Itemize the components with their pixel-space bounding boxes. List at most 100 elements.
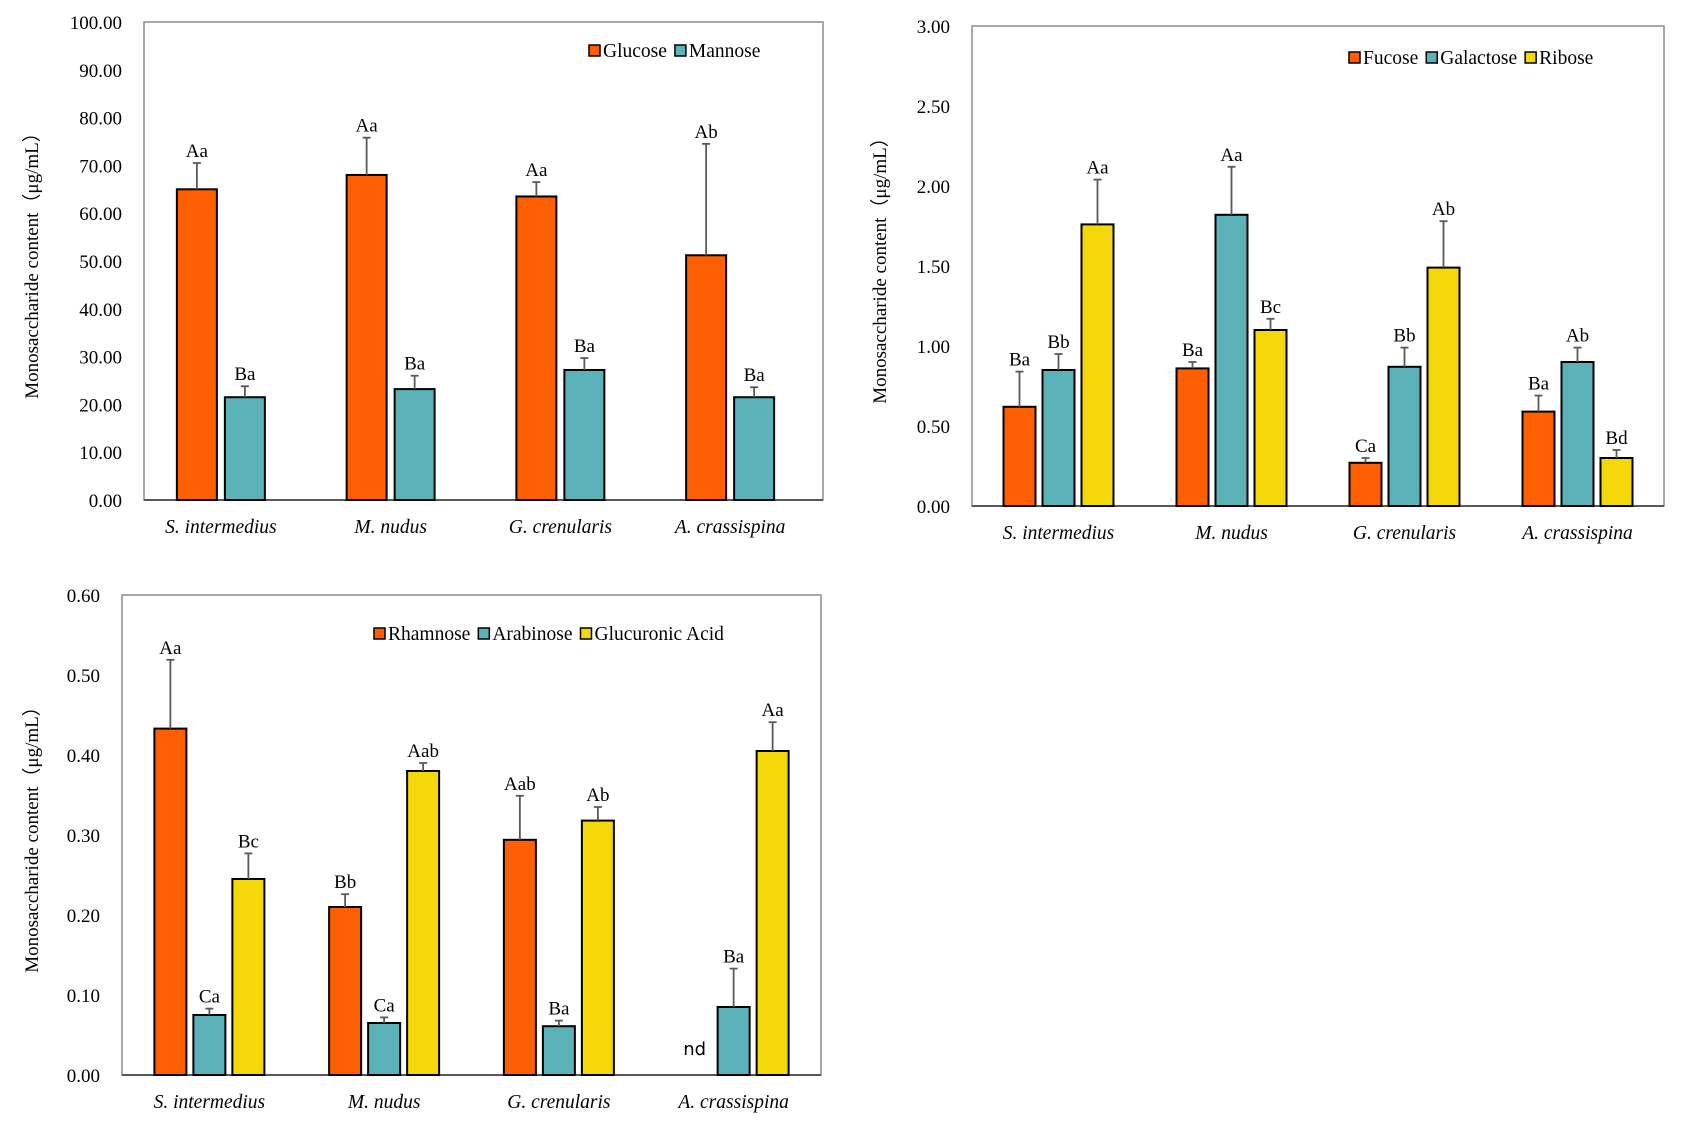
bar bbox=[1175, 367, 1210, 507]
legend-label: Glucuronic Acid bbox=[594, 624, 724, 645]
legend-swatch bbox=[1524, 51, 1537, 64]
x-tick-label: S. intermedius bbox=[154, 1092, 266, 1113]
legend-swatch bbox=[1348, 51, 1361, 64]
significance-label: Ba bbox=[1528, 374, 1550, 395]
bar bbox=[175, 188, 218, 502]
bar bbox=[1426, 266, 1461, 507]
significance-label: Ba bbox=[548, 999, 570, 1020]
significance-label: Aa bbox=[356, 116, 379, 137]
x-tick-label: M. nudus bbox=[353, 517, 427, 538]
x-tick-label: A. crassispina bbox=[673, 517, 786, 538]
bar bbox=[580, 819, 615, 1076]
x-tick-label: A. crassispina bbox=[1520, 523, 1633, 544]
x-tick-label: M. nudus bbox=[347, 1092, 421, 1113]
significance-label: Ab bbox=[695, 122, 718, 143]
chart-2: 0.00 0.50 1.00 1.50 2.00 2.50 3.00 Monosacchari… bbox=[869, 17, 1665, 544]
x-tick-label: M. nudus bbox=[1194, 523, 1268, 544]
bar bbox=[328, 906, 363, 1076]
significance-label: Aa bbox=[762, 700, 785, 721]
y-tick-label: 100.00 bbox=[70, 13, 122, 34]
y-tick-label: 0.50 bbox=[67, 666, 100, 687]
bar bbox=[393, 388, 436, 501]
y-tick-label: 40.00 bbox=[79, 300, 122, 321]
significance-label: Aa bbox=[159, 638, 182, 659]
significance-label: Ba bbox=[1009, 350, 1031, 371]
legend-label: Ribose bbox=[1539, 48, 1593, 69]
y-tick-label: 80.00 bbox=[79, 109, 122, 130]
legend-label: Mannose bbox=[689, 41, 761, 62]
bar bbox=[367, 1022, 402, 1076]
y-tick-label: 50.00 bbox=[79, 252, 122, 273]
y-axis-title: Monosaccharide content（μg/mL） bbox=[21, 697, 43, 973]
x-tick-label: G. crenularis bbox=[507, 1092, 610, 1113]
bar bbox=[1041, 369, 1076, 507]
x-tick-label: S. intermedius bbox=[165, 517, 277, 538]
y-tick-label: 0.60 bbox=[67, 586, 100, 607]
bar bbox=[733, 396, 776, 502]
significance-label: Ba bbox=[234, 364, 256, 385]
significance-label: Ba bbox=[723, 947, 745, 968]
significance-label: Ba bbox=[744, 365, 766, 386]
legend-label: Arabinose bbox=[492, 624, 572, 645]
legend-label: Glucose bbox=[603, 41, 667, 62]
significance-label: Bc bbox=[1260, 297, 1281, 318]
significance-label: Ab bbox=[1566, 326, 1589, 347]
significance-label: Aab bbox=[407, 741, 439, 762]
y-tick-label: 0.40 bbox=[67, 746, 100, 767]
y-tick-label: 0.20 bbox=[67, 906, 100, 927]
legend-swatch bbox=[477, 627, 491, 640]
significance-label: Aab bbox=[504, 774, 536, 795]
legend-swatch bbox=[1425, 51, 1438, 64]
bar bbox=[1002, 405, 1037, 507]
bar bbox=[1214, 213, 1249, 508]
significance-label: Ba bbox=[1182, 340, 1204, 361]
y-tick-label: 0.30 bbox=[67, 826, 100, 847]
bar bbox=[502, 838, 537, 1076]
y-tick-label: 20.00 bbox=[79, 395, 122, 416]
bar bbox=[685, 254, 728, 501]
x-tick-label: S. intermedius bbox=[1003, 523, 1115, 544]
significance-label: Ba bbox=[404, 354, 426, 375]
bar bbox=[755, 750, 790, 1076]
bar bbox=[406, 770, 441, 1076]
bar bbox=[1080, 223, 1115, 507]
bar bbox=[541, 1025, 576, 1076]
y-tick-label: 90.00 bbox=[79, 61, 122, 82]
significance-label: Bb bbox=[1393, 326, 1415, 347]
bar bbox=[223, 396, 266, 502]
bar bbox=[1560, 361, 1595, 507]
y-tick-label: 2.00 bbox=[917, 177, 950, 198]
chart-3: 0.00 0.10 0.20 0.30 0.40 0.50 0.60 Monosacchari… bbox=[21, 586, 822, 1113]
y-tick-label: 1.50 bbox=[917, 257, 950, 278]
significance-label: Aa bbox=[1220, 145, 1243, 166]
significance-label: Bb bbox=[334, 872, 356, 893]
significance-label: Ca bbox=[1355, 436, 1377, 457]
legend-label: Galactose bbox=[1440, 48, 1517, 69]
bar bbox=[1521, 410, 1556, 508]
legend-label: Rhamnose bbox=[388, 624, 470, 645]
y-tick-label: 0.50 bbox=[917, 417, 950, 438]
x-tick-label: A. crassispina bbox=[676, 1092, 789, 1113]
not-detected-label: nd bbox=[683, 1039, 706, 1060]
legend-swatch bbox=[373, 627, 386, 640]
y-tick-label: 0.10 bbox=[67, 986, 100, 1007]
significance-label: Ca bbox=[199, 987, 221, 1008]
y-tick-label: 0.00 bbox=[917, 497, 950, 518]
significance-label: Ca bbox=[374, 995, 396, 1016]
y-tick-label: 70.00 bbox=[79, 156, 122, 177]
bar bbox=[515, 195, 558, 501]
significance-label: Ab bbox=[586, 785, 609, 806]
bar bbox=[192, 1014, 227, 1076]
significance-label: Aa bbox=[1086, 158, 1109, 179]
y-tick-label: 0.00 bbox=[89, 491, 122, 512]
y-tick-label: 10.00 bbox=[79, 443, 122, 464]
significance-label: Aa bbox=[525, 160, 548, 181]
bar bbox=[345, 173, 388, 502]
significance-label: Ab bbox=[1432, 199, 1455, 220]
bar bbox=[231, 878, 266, 1076]
significance-label: Bb bbox=[1047, 332, 1069, 353]
chart-1: 0.00 10.00 20.00 30.00 40.00 50.00 60.00 70.00 8… bbox=[21, 13, 824, 538]
y-tick-label: 3.00 bbox=[917, 17, 950, 38]
bar bbox=[563, 368, 606, 502]
